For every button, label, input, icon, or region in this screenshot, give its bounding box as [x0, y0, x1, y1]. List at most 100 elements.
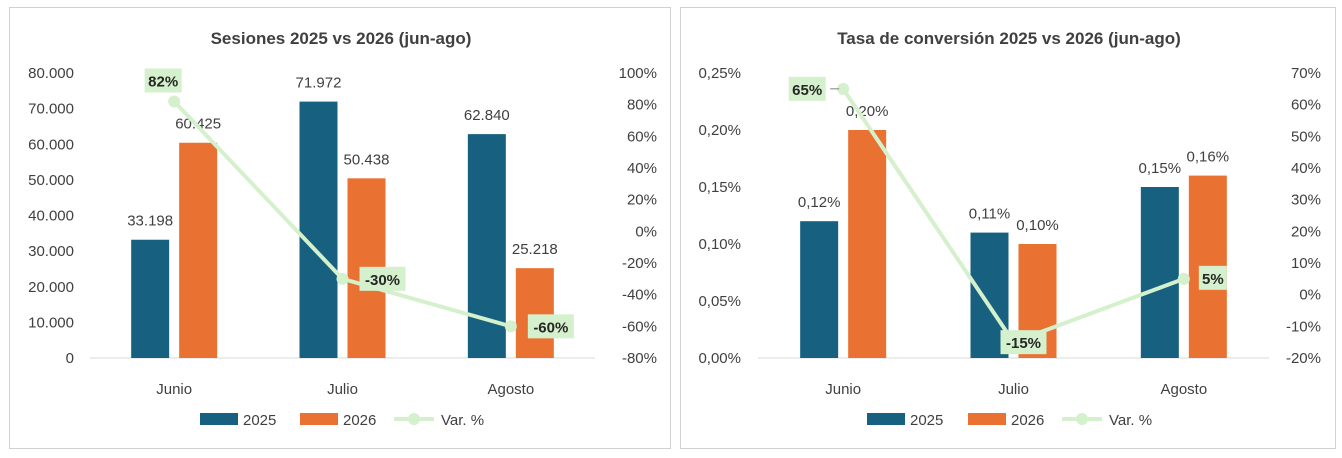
- legend-label-2026: 2026: [343, 412, 376, 429]
- y-axis-left-tick: 50.000: [28, 172, 74, 189]
- y-axis-left-tick: 0,20%: [698, 122, 741, 139]
- legend-label-variation: Var. %: [441, 412, 484, 429]
- y-axis-left-tick: 0,05%: [698, 293, 741, 310]
- bar-2025: [1140, 187, 1179, 358]
- legend-swatch-variation-marker: [1076, 413, 1088, 425]
- y-axis-right-tick: 20%: [627, 192, 657, 209]
- y-axis-left-tick: 40.000: [28, 208, 74, 225]
- bar-2025: [800, 221, 839, 358]
- variation-label-text: 5%: [1202, 271, 1224, 288]
- chart-sesiones: Sesiones 2025 vs 2026 (jun-ago) 0 10.000 20…: [28, 29, 657, 429]
- legend-label-variation: Var. %: [1109, 412, 1152, 429]
- legend: 2025 2026 Var. %: [200, 412, 484, 429]
- bar-2025: [131, 239, 170, 358]
- variation-point: [504, 320, 517, 333]
- y-axis-right-tick: -20%: [622, 255, 657, 272]
- y-axis-right-tick: 30%: [1291, 192, 1321, 209]
- variation-label-text: -30%: [365, 272, 400, 289]
- bar-data-label: 71.972: [296, 75, 342, 92]
- y-axis-left-tick: 20.000: [28, 279, 74, 296]
- legend-swatch-2026: [968, 413, 1006, 425]
- y-axis-right-tick: 70%: [1291, 65, 1321, 82]
- x-axis-tick: Agosto: [487, 381, 534, 398]
- legend-swatch-2025: [200, 413, 238, 425]
- y-axis-right-tick: -10%: [1286, 318, 1321, 335]
- variation-label-text: -15%: [1006, 335, 1041, 352]
- chart-panel-sesiones: Sesiones 2025 vs 2026 (jun-ago) 0 10.000 20…: [9, 7, 671, 449]
- chart-title: Tasa de conversión 2025 vs 2026 (jun-ago…: [837, 29, 1181, 48]
- bar-2025: [299, 101, 338, 359]
- y-axis-left-tick: 60.000: [28, 136, 74, 153]
- bar-data-label: 50.438: [344, 151, 390, 168]
- bar-data-label: 0,15%: [1139, 160, 1182, 177]
- y-axis-right-tick: -80%: [622, 350, 657, 367]
- y-axis-right-tick: -40%: [622, 287, 657, 304]
- y-axis-left-tick: 0,10%: [698, 236, 741, 253]
- legend-swatch-2025: [867, 413, 905, 425]
- legend-swatch-variation-marker: [408, 413, 420, 425]
- bar-data-label: 33.198: [127, 213, 173, 230]
- variation-label: -30%: [359, 266, 406, 291]
- y-axis-left-tick: 30.000: [28, 243, 74, 260]
- bar-data-label: 25.218: [512, 241, 558, 258]
- y-axis-right-tick: 40%: [627, 160, 657, 177]
- variation-label: -60%: [527, 314, 574, 339]
- legend-label-2026: 2026: [1011, 412, 1044, 429]
- y-axis-right-tick: 80%: [627, 97, 657, 114]
- legend-swatch-2026: [300, 413, 338, 425]
- chart-conversion: Tasa de conversión 2025 vs 2026 (jun-ago…: [698, 29, 1321, 429]
- bar-data-label: 0,11%: [969, 206, 1010, 223]
- chart-panel-conversion: Tasa de conversión 2025 vs 2026 (jun-ago…: [680, 7, 1336, 449]
- variation-label: 5%: [1198, 265, 1227, 290]
- variation-label: -15%: [1000, 330, 1047, 355]
- bar-data-label: 62.840: [464, 107, 510, 124]
- variation-point: [837, 82, 850, 95]
- y-axis-right-tick: 100%: [619, 65, 657, 82]
- y-axis-right-tick: -20%: [1286, 350, 1321, 367]
- variation-label: 82%: [144, 68, 182, 93]
- variation-label-text: 65%: [792, 82, 822, 99]
- legend: 2025 2026 Var. %: [867, 412, 1152, 429]
- variation-line: [172, 100, 512, 329]
- y-axis-right-tick: 40%: [1291, 160, 1321, 177]
- variation-label-bg: [359, 266, 406, 291]
- chart-title: Sesiones 2025 vs 2026 (jun-ago): [211, 29, 472, 48]
- y-axis-left-tick: 0,25%: [698, 65, 741, 82]
- variation-label-bg: [788, 76, 826, 101]
- variation-label-bg: [1198, 265, 1227, 290]
- y-axis-right-tick: 20%: [1291, 223, 1321, 240]
- y-axis-left-tick: 0: [66, 350, 74, 367]
- x-axis-tick: Junio: [825, 381, 861, 398]
- y-axis-right-tick: -60%: [622, 318, 657, 335]
- x-axis-tick: Julio: [998, 381, 1029, 398]
- variation-point: [168, 95, 181, 108]
- y-axis-right-tick: 60%: [1291, 97, 1321, 114]
- variation-point: [1177, 272, 1190, 285]
- y-axis-left-tick: 0,15%: [698, 179, 741, 196]
- y-axis-right-tick: 60%: [627, 128, 657, 145]
- variation-line: [841, 87, 1185, 345]
- y-axis-right-tick: 10%: [1291, 255, 1321, 272]
- y-axis-right-tick: 0%: [635, 223, 657, 240]
- variation-point: [336, 272, 349, 285]
- y-axis-left-tick: 10.000: [28, 314, 74, 331]
- legend-label-2025: 2025: [910, 412, 943, 429]
- variation-label-bg: [144, 68, 182, 93]
- x-axis-tick: Julio: [327, 381, 358, 398]
- bar-2026: [179, 142, 218, 358]
- variation-label: 65%: [788, 76, 826, 101]
- y-axis-left-tick: 70.000: [28, 101, 74, 118]
- variation-label-bg: [527, 314, 574, 339]
- variation-label-bg: [1000, 330, 1047, 355]
- variation-label-text: -60%: [533, 319, 568, 336]
- y-axis-right-tick: 50%: [1291, 128, 1321, 145]
- bar-data-label: 0,10%: [1016, 217, 1059, 234]
- variation-label-text: 82%: [148, 74, 178, 91]
- y-axis-left-tick: 0,00%: [698, 350, 741, 367]
- bar-2026: [848, 130, 887, 358]
- legend-label-2025: 2025: [243, 412, 276, 429]
- y-axis-left-tick: 80.000: [28, 65, 74, 82]
- x-axis-tick: Junio: [156, 381, 192, 398]
- bar-data-label: 0,16%: [1187, 149, 1230, 166]
- x-axis-tick: Agosto: [1160, 381, 1207, 398]
